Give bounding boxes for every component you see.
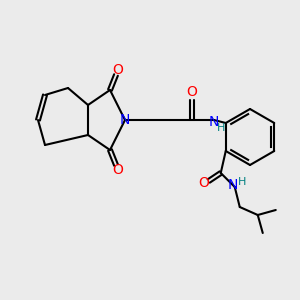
Text: O: O — [112, 63, 123, 77]
Text: N: N — [120, 113, 130, 127]
Text: O: O — [198, 176, 209, 190]
Text: H: H — [238, 177, 246, 187]
Text: O: O — [112, 163, 123, 177]
Text: N: N — [228, 178, 238, 192]
Text: N: N — [209, 115, 219, 129]
Text: H: H — [217, 123, 225, 133]
Text: O: O — [187, 85, 197, 99]
